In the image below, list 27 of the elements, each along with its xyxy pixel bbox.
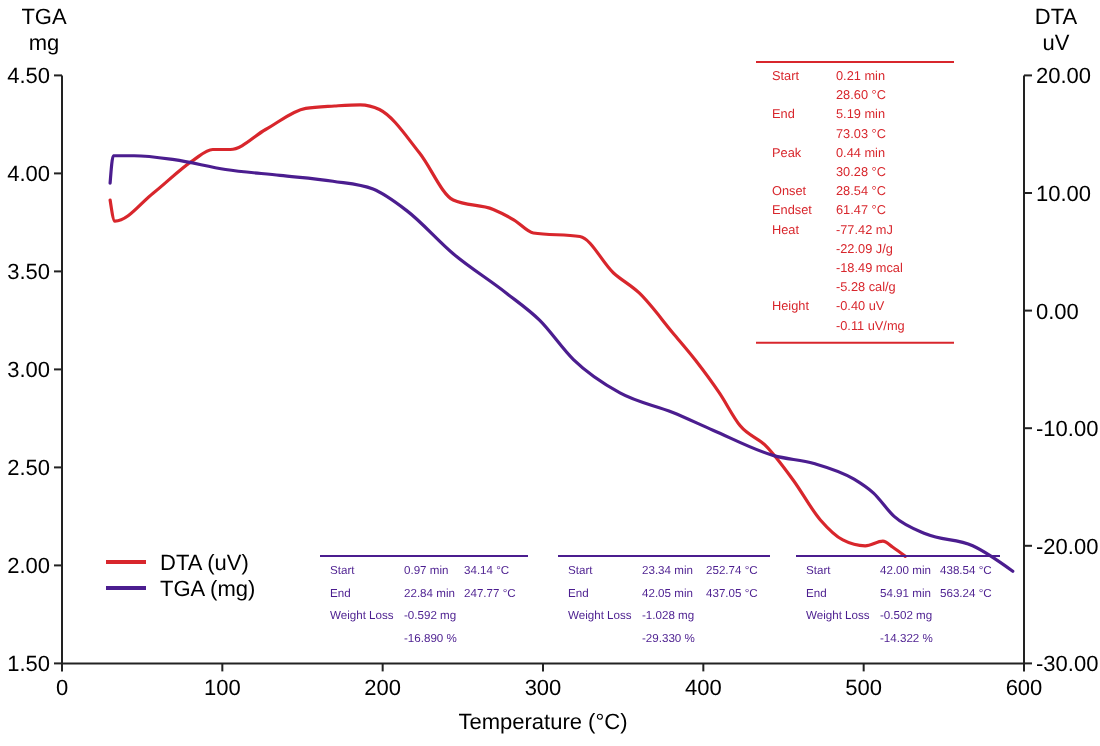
legend-label: DTA (uV) bbox=[160, 552, 249, 576]
y-tick-label: 3.50 bbox=[7, 261, 50, 286]
x-tick-label: 300 bbox=[524, 677, 562, 702]
x-axis-title: Temperature (°C) bbox=[458, 711, 628, 736]
y-tick-label: 2.00 bbox=[7, 555, 50, 580]
y-tick-label: 1.50 bbox=[7, 653, 50, 678]
y-axis-title: TGA mg bbox=[21, 6, 68, 56]
y-tick-label: 4.00 bbox=[7, 163, 50, 188]
y2-tick-label: 10.00 bbox=[1036, 183, 1092, 207]
x-tick-label: 200 bbox=[364, 677, 402, 702]
y2-tick-label: 0.00 bbox=[1036, 300, 1079, 325]
x-tick-label: 100 bbox=[203, 677, 241, 702]
legend-label: TGA (mg) bbox=[160, 578, 256, 602]
x-tick-label: 400 bbox=[684, 677, 722, 702]
y2-tick-label: -20.00 bbox=[1036, 535, 1099, 560]
x-tick-label: 500 bbox=[845, 677, 883, 702]
y-tick-label: 2.50 bbox=[7, 457, 50, 482]
y2-tick-label: 20.00 bbox=[1036, 65, 1092, 90]
y-tick-label: 4.50 bbox=[7, 65, 50, 90]
x-tick-label: 0 bbox=[55, 677, 69, 702]
y2-tick-label: -30.00 bbox=[1036, 653, 1099, 678]
y-tick-label: 3.00 bbox=[7, 359, 50, 384]
y2-axis-title: DTA uV bbox=[1034, 6, 1079, 56]
y2-tick-label: -10.00 bbox=[1036, 418, 1099, 443]
line-series bbox=[108, 103, 907, 558]
line-series bbox=[108, 154, 1015, 573]
x-tick-label: 600 bbox=[1005, 677, 1043, 702]
